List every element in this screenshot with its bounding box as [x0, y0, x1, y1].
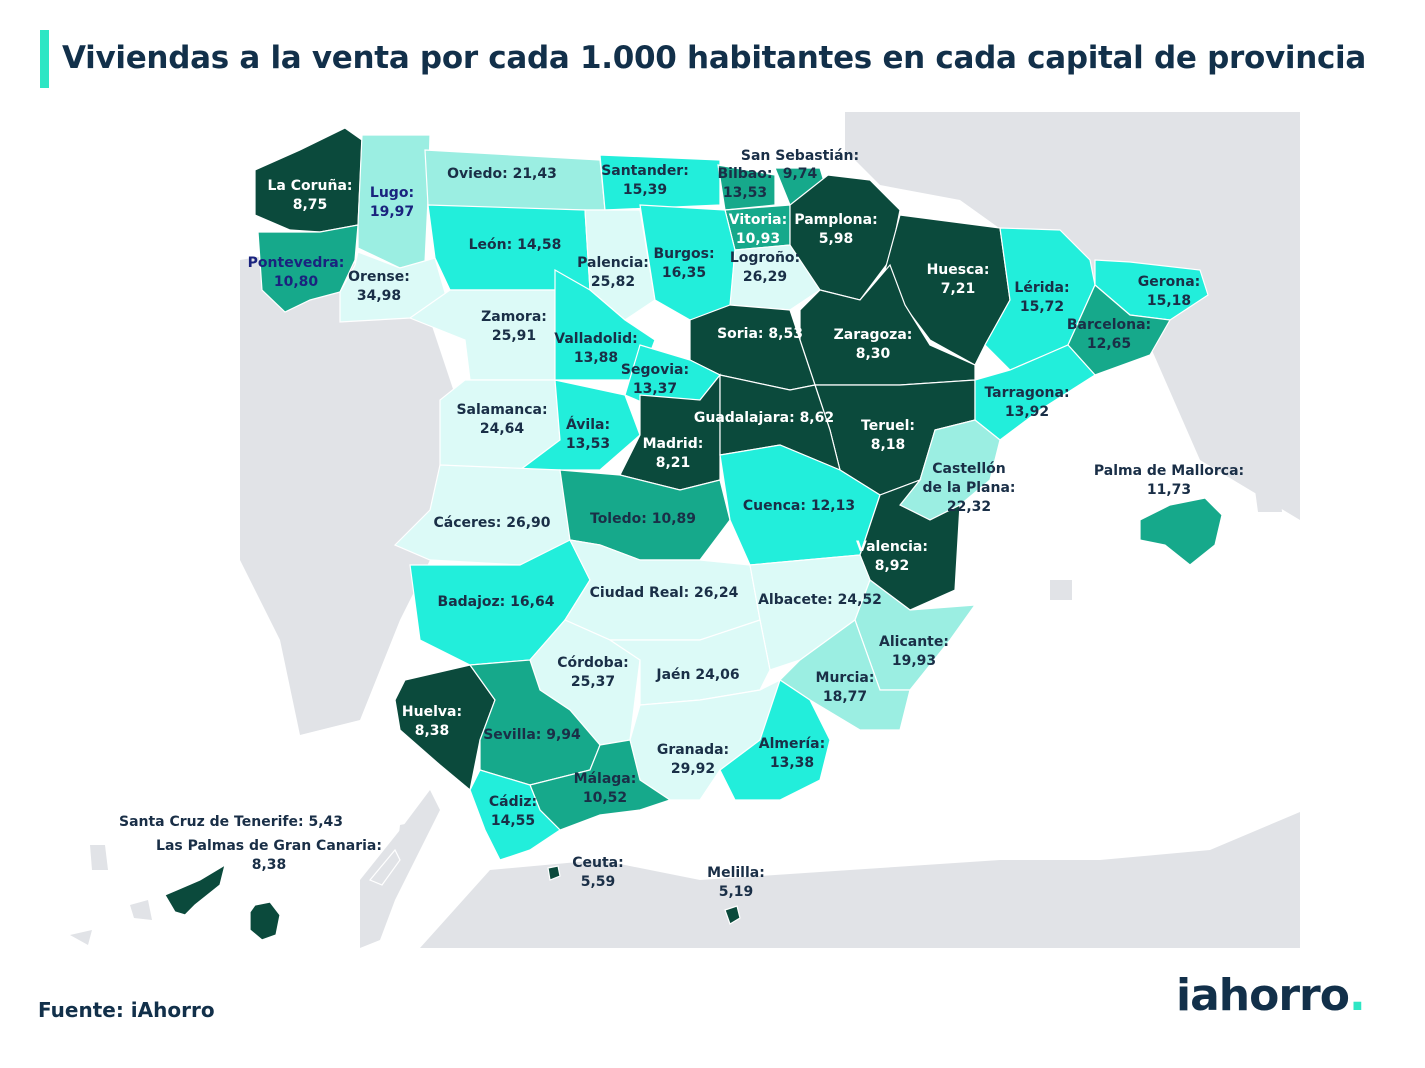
region-bilbao — [717, 164, 776, 211]
logo-text: iahorro — [1176, 970, 1350, 1021]
label-palma-de-mallorca: Palma de Mallorca: 11,73 — [1094, 463, 1244, 498]
label-logrono: Logroño: 26,29 — [730, 250, 800, 285]
label-murcia: Murcia: 18,77 — [816, 670, 875, 705]
label-granada: Granada: 29,92 — [657, 742, 729, 777]
label-ceuta: Ceuta: 5,59 — [572, 855, 623, 890]
region-zaragoza — [799, 263, 976, 386]
label-madrid: Madrid: 8,21 — [643, 436, 704, 471]
label-bilbao: Bilbao: 13,53 — [718, 166, 773, 201]
label-san-sebastian-value: 9,74 — [783, 166, 818, 182]
label-castellon: Castellón de la Plana: 22,32 — [922, 461, 1015, 515]
region-santander — [599, 154, 721, 211]
label-barcelona: Barcelona: 12,65 — [1067, 317, 1151, 352]
region-santa-cruz-de-tenerife — [164, 863, 226, 916]
label-zaragoza: Zaragoza: 8,30 — [834, 327, 913, 362]
label-oviedo: Oviedo: 21,43 — [447, 166, 557, 182]
label-lerida: Lérida: 15,72 — [1014, 280, 1069, 315]
label-palencia: Palencia: 25,82 — [577, 255, 649, 290]
region-las-palmas-de-gran-canaria — [249, 901, 281, 941]
label-tarragona: Tarragona: 13,92 — [984, 385, 1069, 420]
label-cordoba: Córdoba: 25,37 — [557, 655, 629, 690]
region-lugo — [357, 134, 431, 269]
label-soria: Soria: 8,53 — [717, 326, 803, 342]
label-la-coruna: La Coruña: 8,75 — [267, 178, 352, 213]
label-cadiz: Cádiz: 14,55 — [489, 794, 537, 829]
label-ciudad-real: Ciudad Real: 26,24 — [590, 585, 739, 601]
label-caceres: Cáceres: 26,90 — [433, 515, 550, 531]
title-accent-bar — [40, 30, 49, 88]
label-huesca: Huesca: 7,21 — [927, 262, 990, 297]
label-orense: Orense: 34,98 — [348, 269, 410, 304]
label-alicante: Alicante: 19,93 — [879, 634, 949, 669]
region-logrono — [729, 244, 821, 311]
label-gerona: Gerona: 15,18 — [1138, 274, 1201, 309]
label-melilla: Melilla: 5,19 — [707, 865, 765, 900]
iahorro-logo: iahorro. — [1176, 970, 1366, 1021]
label-las-palmas-de-gran-canaria: Las Palmas de Gran Canaria: 8,38 — [156, 838, 382, 873]
label-almeria: Almería: 13,38 — [759, 736, 825, 771]
page-title: Viviendas a la venta por cada 1.000 habi… — [62, 40, 1367, 76]
background-land — [70, 112, 1300, 948]
label-segovia: Segovia: 13,37 — [621, 362, 689, 397]
region-ceuta — [547, 865, 561, 881]
label-guadalajara: Guadalajara: 8,62 — [694, 410, 834, 426]
label-vitoria: Vitoria: 10,93 — [729, 212, 787, 247]
label-badajoz: Badajoz: 16,64 — [438, 594, 555, 610]
region-burgos — [639, 204, 736, 321]
province-labels: La Coruña: 8,75 Lugo: 19,97 Oviedo: 21,43 … — [119, 148, 1244, 900]
label-salamanca: Salamanca: 24,64 — [456, 402, 547, 437]
label-avila: Ávila: 13,53 — [566, 416, 610, 452]
region-avila — [518, 379, 641, 471]
label-sevilla: Sevilla: 9,94 — [483, 727, 581, 743]
label-teruel: Teruel: 8,18 — [861, 418, 915, 453]
label-jaen: Jaén 24,06 — [655, 667, 739, 683]
label-cuenca: Cuenca: 12,13 — [743, 498, 855, 514]
label-burgos: Burgos: 16,35 — [653, 246, 714, 281]
label-santander: Santander: 15,39 — [601, 163, 689, 198]
region-melilla — [724, 905, 741, 925]
label-lugo: Lugo: 19,97 — [370, 185, 414, 220]
region-lanzarote — [369, 848, 401, 886]
region-almeria — [719, 679, 831, 801]
region-palencia — [584, 209, 656, 321]
label-malaga: Málaga: 10,52 — [574, 771, 637, 806]
logo-dot: . — [1348, 970, 1366, 1021]
label-zamora: Zamora: 25,91 — [481, 309, 547, 344]
label-pamplona: Pamplona: 5,98 — [794, 212, 877, 247]
label-albacete: Albacete: 24,52 — [758, 592, 882, 608]
label-santa-cruz-de-tenerife: Santa Cruz de Tenerife: 5,43 — [119, 814, 343, 830]
label-san-sebastian: San Sebastián: — [741, 148, 859, 164]
label-leon: León: 14,58 — [469, 237, 562, 253]
label-pontevedra: Pontevedra: 10,80 — [248, 255, 345, 290]
label-valladolid: Valladolid: 13,88 — [554, 331, 637, 366]
province-regions — [164, 127, 1223, 941]
label-toledo: Toledo: 10,89 — [590, 511, 696, 527]
source-note: Fuente: iAhorro — [38, 998, 215, 1022]
label-valencia: Valencia: 8,92 — [856, 539, 928, 574]
region-cadiz — [469, 769, 561, 861]
region-palma-de-mallorca — [1139, 497, 1223, 566]
label-huelva: Huelva: 8,38 — [402, 704, 462, 739]
